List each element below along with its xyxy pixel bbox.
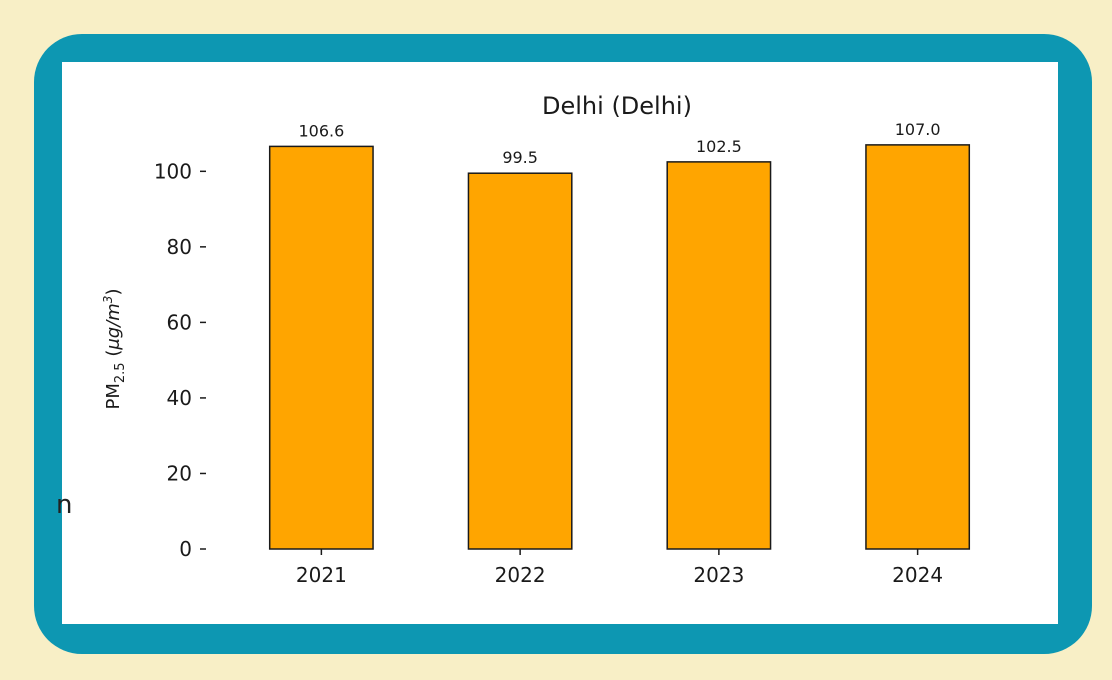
bar-value-label: 102.5 [696,137,742,156]
y-axis-label-prefix: PM [103,383,124,409]
y-axis-label-subscript: 2.5 [113,362,128,383]
y-tick-label: 100 [154,159,192,183]
x-tick-label: 2024 [892,563,943,587]
bar [865,144,971,550]
bar-value-label: 106.6 [298,121,344,140]
bar [467,172,573,550]
y-axis-label-close: ) [103,289,124,296]
y-tick-label: 40 [167,386,192,410]
x-tick-label: 2021 [296,563,347,587]
y-axis-label: PM2.5 (μg/m3) [101,289,128,410]
y-tick-label: 80 [167,235,192,259]
y-tick-label: 20 [167,461,192,485]
bar-value-label: 99.5 [502,148,538,167]
bar [666,161,772,550]
chart-title: Delhi (Delhi) [542,92,692,120]
bar-chart: Delhi (Delhi) PM2.5 (μg/m3) 0 20 40 60 80 100… [101,92,971,587]
y-tick-label: 60 [167,310,192,334]
x-axis-ticks: 2021 2022 2023 2024 [296,549,943,587]
y-axis-label-unit: μg/m [103,303,124,350]
chart-panel: Delhi (Delhi) PM2.5 (μg/m3) 0 20 40 60 80 100… [56,62,1058,624]
cropped-edge-text: n [56,490,73,520]
bars [268,144,971,550]
value-labels: 106.6 99.5 102.5 107.0 [298,120,940,167]
x-tick-label: 2022 [495,563,546,587]
bar-value-label: 107.0 [895,120,941,139]
y-tick-label: 0 [179,537,192,561]
y-axis-label-superscript: 3 [101,296,115,304]
y-axis-label-open: ( [103,350,124,363]
y-axis-ticks: 0 20 40 60 80 100 [154,159,206,561]
x-tick-label: 2023 [693,563,744,587]
bar [268,145,374,550]
